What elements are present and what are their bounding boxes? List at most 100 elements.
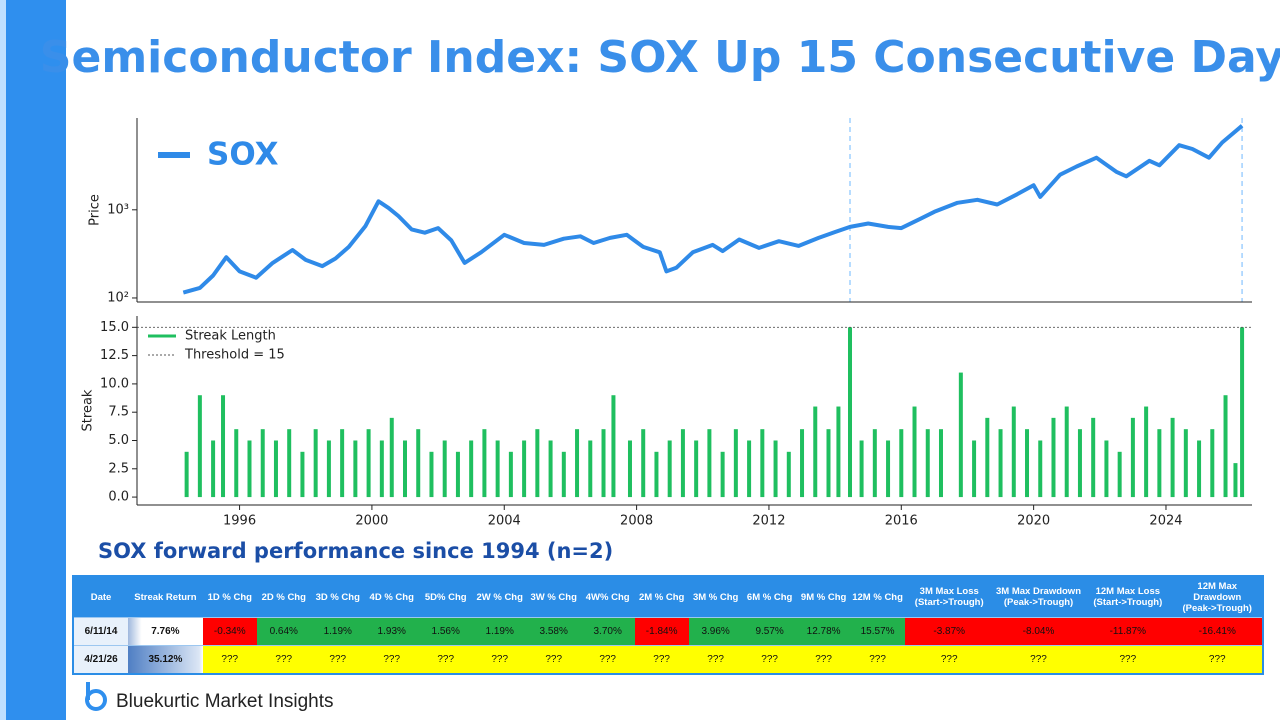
header-cell: 3M Max Drawdown (Peak->Trough) [993,576,1084,618]
streak-bar [760,429,765,498]
table-cell: 12.78% [796,617,851,646]
streak-bar [733,429,738,498]
x-tick-label: 2004 [488,514,521,529]
table-cell: 3.58% [526,617,581,646]
streak-bar [1091,417,1096,498]
streak-bar [998,429,1003,498]
streak-bar [680,429,685,498]
table-cell: ??? [1172,645,1263,674]
table-cell: ??? [993,645,1084,674]
y-tick-label: 5.0 [108,433,129,448]
streak-bar [641,429,646,498]
streak-bar [353,440,358,498]
header-cell: 2M % Chg [634,576,689,618]
x-tick-label: 2008 [620,514,653,529]
table-cell: ??? [580,645,635,674]
streak-bar [848,327,853,498]
streak-bar [627,440,632,498]
table-cell: -0.34% [202,617,257,646]
streak-bar [654,451,659,498]
table-cell: 1.93% [364,617,419,646]
streak-bar [575,429,580,498]
side-bar [6,0,66,720]
table-cell: ??? [796,645,851,674]
streak-bar [313,429,318,498]
header-cell: 3M % Chg [688,576,743,618]
streak-bar [925,429,930,498]
header-cell: 1D % Chg [202,576,257,618]
table-cell: ??? [418,645,473,674]
streak-bar [221,395,226,498]
header-cell: 2D % Chg [256,576,311,618]
table-cell: ??? [202,645,257,674]
streak-bar [1197,440,1202,498]
streak-bar [886,440,891,498]
streak-bar [184,451,189,498]
header-cell: 4W% Chg [580,576,635,618]
title: Semiconductor Index: SOX Up 15 Consecuti… [40,32,1280,83]
y-tick-label: 10.0 [100,376,129,391]
table-cell: 0.64% [256,617,311,646]
header-cell: 12M Max Drawdown (Peak->Trough) [1172,576,1263,618]
streak-bar [260,429,265,498]
price-line [182,124,1244,295]
streak-bar [495,440,500,498]
y-tick-label: 10² [107,290,129,305]
table-cell: ??? [256,645,311,674]
y-tick-label: 7.5 [108,405,129,420]
streak-bar [326,440,331,498]
streak-bar [1011,406,1016,498]
streak-bar [1077,429,1082,498]
table-cell: ??? [364,645,419,674]
y-tick-label: 15.0 [100,320,129,335]
streak-bar [601,429,606,498]
streak-bar [442,440,447,498]
table-cell: ??? [688,645,743,674]
streak-bar [211,440,216,498]
table-cell: -11.87% [1083,617,1173,646]
table-cell: 3.70% [580,617,635,646]
streak-bar [720,451,725,498]
streak-bar [561,451,566,498]
side-strip [0,0,6,720]
streak-bar [972,440,977,498]
y-tick-label: 12.5 [100,348,129,363]
streak-bar [535,429,540,498]
header-cell: 2W % Chg [472,576,527,618]
streak-bar [273,440,278,498]
table-cell: ??? [742,645,797,674]
table-cell: 35.12% [128,645,203,674]
header-cell: 3M Max Loss (Start->Trough) [904,576,994,618]
table-cell: ??? [310,645,365,674]
header-cell: 12M Max Loss (Start->Trough) [1083,576,1173,618]
streak-bar [1183,429,1188,498]
streak-bar [1051,417,1056,498]
streak-bar [800,429,805,498]
streak-bar [588,440,593,498]
streak-bar [667,440,672,498]
streak-bar [1240,327,1245,498]
streak-bar [707,429,712,498]
streak-bar [455,451,460,498]
brand: Bluekurtic Market Insights [116,691,334,712]
table-cell: -8.04% [993,617,1084,646]
streak-bar [287,429,292,498]
streak-bar [938,429,943,498]
legend-label: Threshold = 15 [184,348,285,363]
streak-bar [522,440,527,498]
header-cell: 9M % Chg [796,576,851,618]
table-cell: 1.19% [472,617,527,646]
streak-bar [1117,451,1122,498]
table-cell: 1.19% [310,617,365,646]
header-cell: Streak Return [128,576,203,618]
table-cell: 9.57% [742,617,797,646]
streak-bar [872,429,877,498]
table-row: 6/11/14 7.76% -0.34% 0.64% 1.19% 1.93% 1.56% 1.… [73,617,1263,646]
streak-bar [1025,429,1030,498]
table-cell: ??? [850,645,905,674]
streak-bar [912,406,917,498]
streak-bar [429,451,434,498]
streak-bar [389,417,394,498]
streak-bar [548,440,553,498]
table-cell: 15.57% [850,617,905,646]
